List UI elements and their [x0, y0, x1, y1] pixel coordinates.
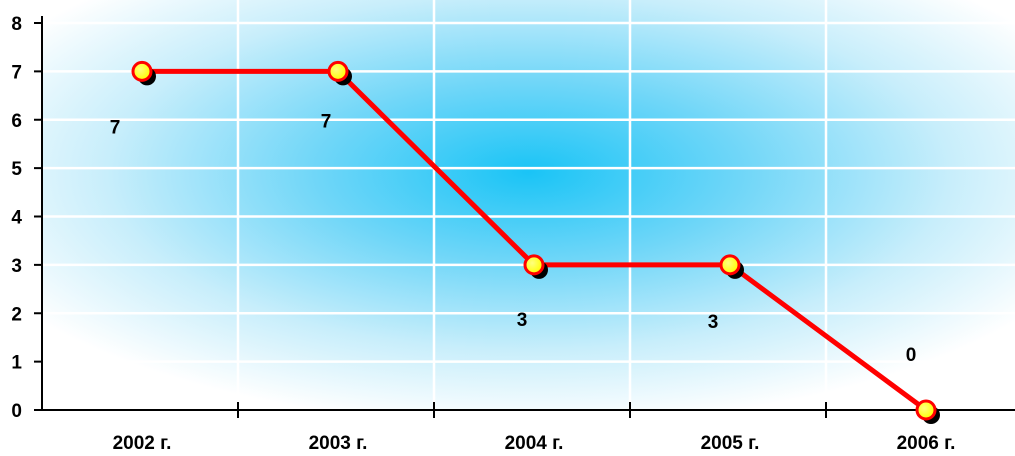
x-tick-label: 2004 г.	[505, 433, 564, 454]
data-point	[327, 60, 349, 82]
data-label: 7	[321, 111, 332, 132]
data-label: 3	[517, 310, 528, 331]
y-tick-label: 7	[11, 62, 22, 83]
y-tick-label: 8	[11, 14, 22, 35]
markers	[131, 60, 940, 424]
y-tick-label: 1	[11, 353, 22, 374]
axes	[34, 16, 1015, 418]
y-tick-label: 6	[11, 111, 22, 132]
x-tick-label: 2005 г.	[701, 433, 760, 454]
data-point	[915, 399, 937, 421]
data-label: 0	[906, 345, 917, 366]
data-point	[523, 254, 545, 276]
labels: 0 1 2 3 4 5 6 7 8 2002 г. 2003 г. 2004 г. 2005 г. 200…	[11, 14, 955, 454]
x-tick-label: 2002 г.	[113, 433, 172, 454]
y-tick-label: 5	[11, 159, 22, 180]
x-tick-label: 2006 г.	[897, 433, 956, 454]
y-tick-label: 2	[11, 304, 22, 325]
y-tick-label: 4	[11, 208, 22, 229]
data-label: 3	[708, 312, 719, 333]
data-point	[131, 60, 153, 82]
data-label: 7	[110, 117, 121, 138]
plot-background	[42, 0, 1015, 410]
data-point	[719, 254, 741, 276]
y-tick-label: 3	[11, 256, 22, 277]
y-tick-label: 0	[11, 401, 22, 422]
x-tick-label: 2003 г.	[309, 433, 368, 454]
